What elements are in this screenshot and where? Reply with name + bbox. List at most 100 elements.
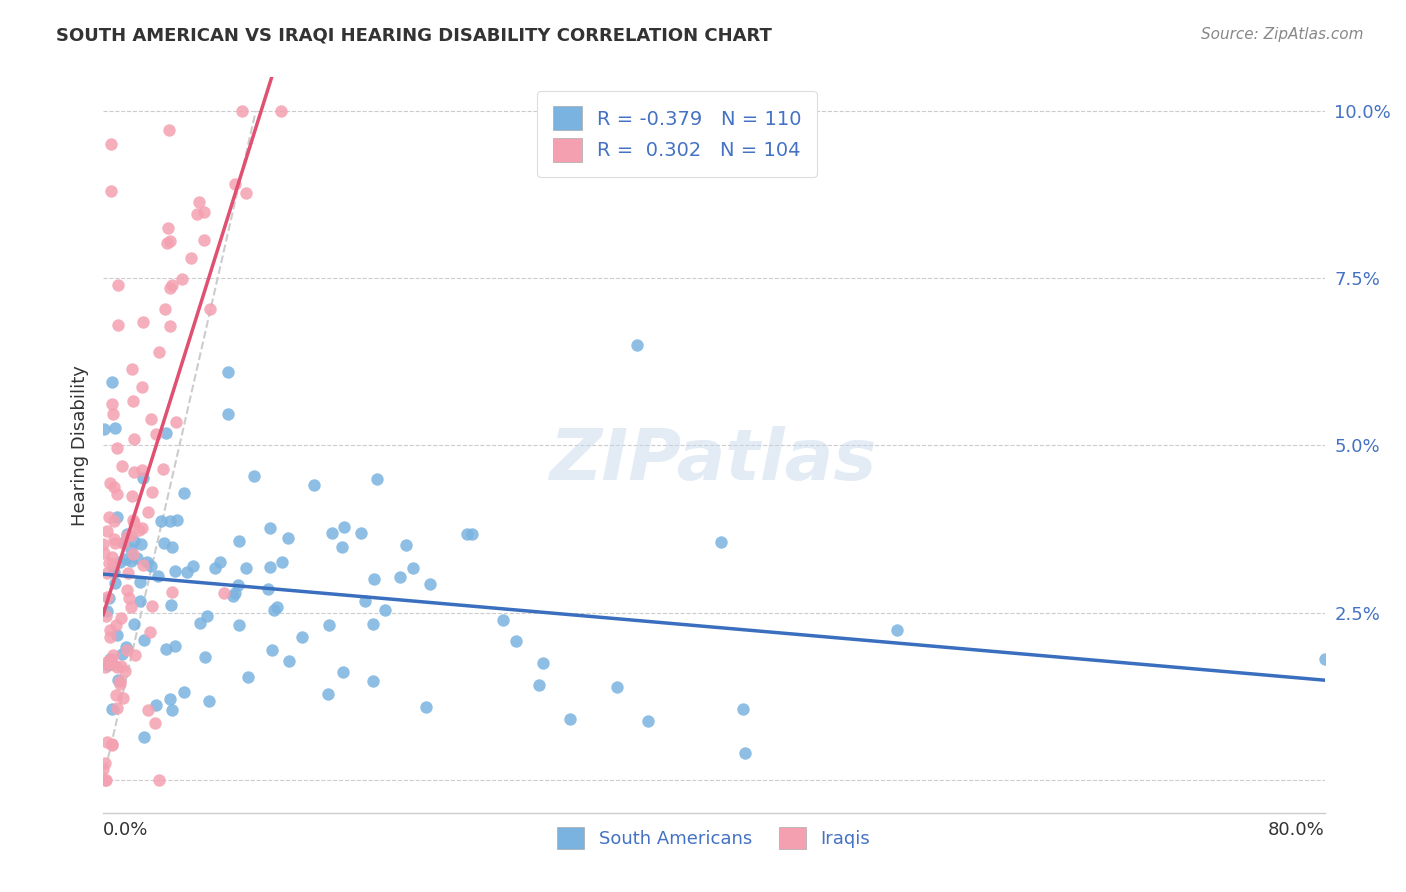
Point: [124, 648, 146, 662]
Point: [150, 515, 173, 529]
Point: [626, 338, 648, 352]
Point: [105, 510, 128, 524]
Point: [304, 478, 326, 492]
Point: [402, 561, 425, 575]
Point: [277, 531, 299, 545]
Point: [186, 207, 208, 221]
Point: [96, 524, 118, 539]
Point: [606, 680, 628, 694]
Point: [224, 178, 246, 192]
Point: [217, 407, 239, 421]
Point: [1313, 652, 1336, 666]
Point: [132, 730, 155, 744]
Point: [129, 537, 152, 551]
Point: [107, 277, 129, 292]
Point: [103, 657, 125, 671]
Point: [266, 600, 288, 615]
Point: [350, 526, 373, 541]
Point: [115, 527, 138, 541]
Point: [98, 631, 121, 645]
Point: [98, 591, 121, 605]
Point: [271, 555, 294, 569]
Point: [122, 432, 145, 446]
Point: [195, 608, 218, 623]
Point: [291, 630, 314, 644]
Point: [105, 487, 128, 501]
Point: [93, 546, 115, 560]
Point: [354, 594, 377, 608]
Point: [173, 486, 195, 500]
Point: [143, 716, 166, 731]
Point: [98, 556, 121, 570]
Point: [173, 685, 195, 699]
Point: [145, 427, 167, 442]
Point: [236, 670, 259, 684]
Point: [103, 557, 125, 571]
Point: [193, 233, 215, 247]
Point: [212, 586, 235, 600]
Point: [148, 772, 170, 787]
Point: [136, 703, 159, 717]
Point: [105, 660, 128, 674]
Point: [259, 560, 281, 574]
Text: ZIPatlas: ZIPatlas: [550, 425, 877, 494]
Point: [110, 659, 132, 673]
Point: [131, 380, 153, 394]
Point: [159, 515, 181, 529]
Point: [115, 582, 138, 597]
Point: [111, 459, 134, 474]
Point: [419, 577, 441, 591]
Point: [107, 673, 129, 688]
Point: [155, 426, 177, 441]
Point: [94, 772, 117, 787]
Point: [374, 603, 396, 617]
Point: [100, 137, 122, 152]
Point: [159, 234, 181, 248]
Point: [333, 520, 356, 534]
Point: [101, 397, 124, 411]
Point: [159, 318, 181, 333]
Point: [224, 586, 246, 600]
Point: [101, 549, 124, 564]
Point: [361, 617, 384, 632]
Point: [198, 694, 221, 708]
Point: [103, 532, 125, 546]
Point: [188, 616, 211, 631]
Point: [108, 555, 131, 569]
Legend: South Americans, Iraqis: South Americans, Iraqis: [543, 812, 884, 863]
Point: [172, 272, 194, 286]
Point: [330, 541, 353, 555]
Point: [318, 618, 340, 632]
Point: [114, 640, 136, 654]
Point: [117, 529, 139, 543]
Point: [456, 526, 478, 541]
Point: [108, 674, 131, 689]
Point: [228, 617, 250, 632]
Point: [96, 655, 118, 669]
Point: [278, 654, 301, 668]
Point: [131, 463, 153, 477]
Point: [146, 569, 169, 583]
Point: [111, 647, 134, 661]
Point: [139, 559, 162, 574]
Point: [135, 555, 157, 569]
Point: [103, 566, 125, 580]
Point: [122, 465, 145, 479]
Point: [263, 602, 285, 616]
Point: [259, 521, 281, 535]
Text: 80.0%: 80.0%: [1268, 822, 1324, 839]
Point: [560, 712, 582, 726]
Point: [107, 700, 129, 714]
Point: [96, 591, 118, 605]
Point: [128, 523, 150, 537]
Point: [153, 302, 176, 317]
Point: [117, 566, 139, 581]
Point: [235, 561, 257, 575]
Point: [93, 422, 115, 436]
Point: [100, 702, 122, 716]
Point: [256, 582, 278, 596]
Text: 0.0%: 0.0%: [103, 822, 149, 839]
Point: [103, 648, 125, 662]
Point: [165, 639, 187, 653]
Point: [101, 738, 124, 752]
